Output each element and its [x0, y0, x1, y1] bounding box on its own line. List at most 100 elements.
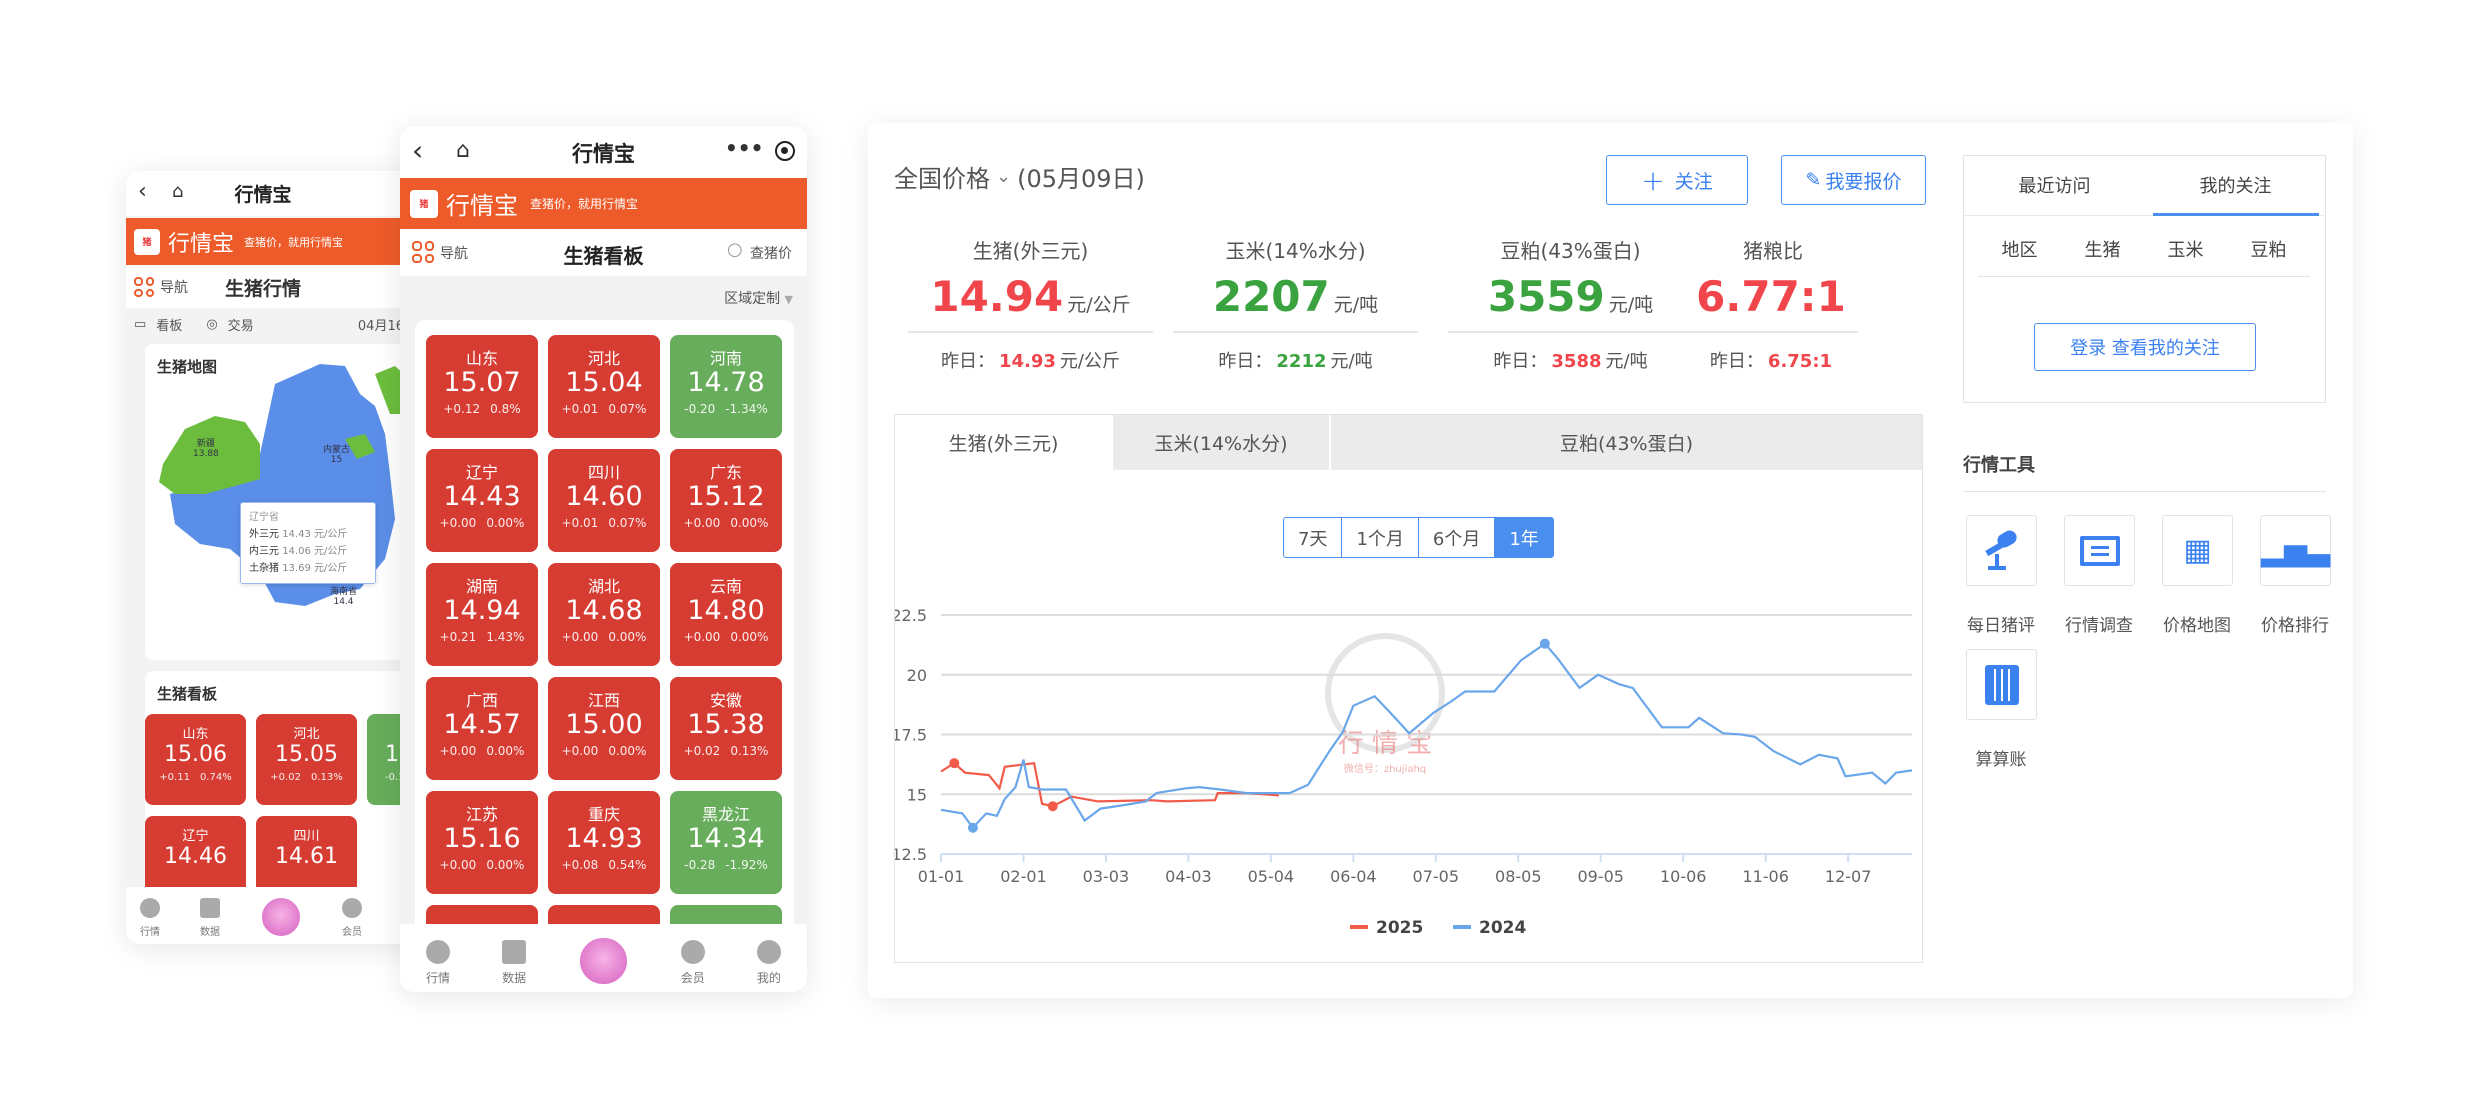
price-tile[interactable]: 广东 15.12 +0.00 0.00% [670, 449, 782, 552]
follow-button[interactable]: + 关注 [1606, 155, 1748, 205]
nav-mascot[interactable] [578, 935, 629, 986]
close-capsule-icon[interactable] [775, 141, 795, 161]
nav-market[interactable]: 行情 [426, 940, 450, 986]
chart-tab-soymeal[interactable]: 豆粕(43%蛋白) [1329, 415, 1922, 470]
nav-market[interactable]: 行情 [140, 898, 160, 938]
login-view-follow-button[interactable]: 登录 查看我的关注 [2034, 323, 2256, 371]
price-tile[interactable]: 湖南 14.94 +0.21 1.43% [426, 563, 538, 666]
tile-change-value: +0.08 [561, 858, 599, 873]
subtab-pig[interactable]: 生猪 [2084, 240, 2121, 261]
yesterday-row: 昨日： 14.93 元/公斤 [908, 347, 1153, 373]
stat-unit: 元/吨 [1608, 294, 1654, 316]
desktop-price-panel: 全国价格 ⌄ (05月09日) + 关注 ✎ 我要报价 生猪(外三元) 14.94 元/… [868, 123, 2353, 998]
tab-my-follow[interactable]: 我的关注 [2199, 176, 2272, 197]
range-1m[interactable]: 1个月 [1342, 518, 1419, 557]
subtab-soymeal[interactable]: 豆粕 [2250, 240, 2287, 261]
submit-quote-button[interactable]: ✎ 我要报价 [1781, 155, 1926, 205]
y-tick-label: 15 [907, 785, 927, 804]
price-tile[interactable]: 黑龙江 14.34 -0.28 -1.92% [670, 791, 782, 894]
map-label-neimenggu: 内蒙古 15 [323, 445, 351, 465]
chart-tab-pig[interactable]: 生猪(外三元) [895, 415, 1112, 470]
price-tile[interactable]: 江西 15.00 +0.00 0.00% [548, 677, 660, 780]
nav-label[interactable]: 导航 [440, 246, 468, 262]
legend-label[interactable]: 2025 [1376, 918, 1423, 938]
nav-data[interactable]: 数据 [502, 940, 526, 986]
price-tile[interactable]: 四川 14.60 +0.01 0.07% [548, 449, 660, 552]
region-custom-dropdown[interactable]: 区域定制 ▼ [724, 291, 793, 307]
tool-button[interactable] [2064, 515, 2135, 586]
y-tick-label: 12.5 [895, 845, 927, 864]
price-tile[interactable]: 河北 15.05 +0.02 0.13% [256, 714, 357, 805]
search-pig-price-link[interactable]: 查猪价 [750, 246, 792, 262]
price-tile[interactable]: 重庆 14.93 +0.08 0.54% [548, 791, 660, 894]
chart-tab-corn[interactable]: 玉米(14%水分) [1112, 415, 1329, 470]
stat-value-row: 2207 元/吨 [1173, 272, 1418, 321]
range-1y[interactable]: 1年 [1495, 518, 1553, 557]
home-icon[interactable]: ⌂ [456, 138, 470, 163]
price-tile[interactable]: 山东 15.07 +0.12 0.8% [426, 335, 538, 438]
tile-change-percent: 0.00% [730, 630, 769, 645]
nav-member[interactable]: 会员 [342, 898, 362, 938]
price-tile[interactable]: 湖北 14.68 +0.00 0.00% [548, 563, 660, 666]
more-icon[interactable]: ••• [725, 136, 764, 160]
price-tile[interactable]: 江苏 15.16 +0.00 0.00% [426, 791, 538, 894]
price-tile[interactable]: 河北 15.04 +0.01 0.07% [548, 335, 660, 438]
nav-label[interactable]: 导航 [160, 280, 188, 296]
nav-label: 会员 [680, 971, 705, 985]
tile-change: +0.02 0.13% [256, 772, 357, 783]
legend-label[interactable]: 2024 [1479, 918, 1526, 938]
subtab-corn[interactable]: 玉米 [2167, 240, 2204, 261]
range-7d[interactable]: 7天 [1284, 518, 1343, 557]
divider [1173, 331, 1418, 333]
nav-mine[interactable]: 我的 [756, 940, 781, 986]
nav-member[interactable]: 会员 [680, 940, 705, 986]
tool-button[interactable] [1966, 515, 2037, 586]
price-tile[interactable]: 山东 15.06 +0.11 0.74% [145, 714, 246, 805]
tile-price: 15.38 [687, 709, 765, 741]
data-icon [502, 940, 527, 964]
tool-button[interactable]: ▦ [2162, 515, 2233, 586]
subtab-region[interactable]: 地区 [2001, 240, 2038, 261]
tile-region: 辽宁 [182, 829, 209, 845]
search-icon[interactable]: ○ [727, 239, 743, 260]
tile-price: 15.07 [443, 367, 521, 399]
yesterday-row: 昨日： 2212 元/吨 [1173, 347, 1418, 373]
price-tile[interactable]: 广西 14.57 +0.00 0.00% [426, 677, 538, 780]
price-tile[interactable]: 河南 14.78 -0.20 -1.34% [670, 335, 782, 438]
active-tab-underline [2153, 213, 2319, 216]
tooltip-title: 辽宁省 [249, 512, 279, 523]
mascot-avatar[interactable] [260, 896, 302, 938]
tile-change [145, 874, 246, 885]
mascot-avatar[interactable] [578, 935, 629, 986]
price-tile[interactable]: 辽宁 14.43 +0.00 0.00% [426, 449, 538, 552]
tab-recent[interactable]: 最近访问 [2018, 176, 2091, 197]
price-stat: 豆粕(43%蛋白) 3559 元/吨 昨日： 3588 元/吨 [1448, 235, 1693, 373]
tab-trade[interactable]: 交易 [227, 319, 254, 334]
tab-board[interactable]: 看板 [156, 319, 183, 334]
tile-change: +0.21 1.43% [426, 630, 538, 644]
x-tick-label: 12-07 [1825, 867, 1872, 886]
range-6m[interactable]: 6个月 [1419, 518, 1496, 557]
nav-data[interactable]: 数据 [200, 898, 220, 938]
tool-button[interactable] [1966, 649, 2037, 720]
price-line-chart[interactable]: 12.5 15 17.5 20 22.5 01-01 02-01 03-03 04-03 05-0… [895, 575, 1922, 962]
map-label-xinjiang: 新疆 13.88 [193, 439, 219, 459]
tile-region: 山东 [182, 727, 209, 743]
tile-change-value: +0.00 [561, 744, 599, 759]
price-tile[interactable]: 云南 14.80 +0.00 0.00% [670, 563, 782, 666]
grid-icon[interactable] [412, 241, 434, 263]
tile-change-value: +0.01 [561, 402, 599, 417]
back-icon[interactable]: ‹ [412, 134, 424, 167]
x-tick-label: 05-04 [1248, 867, 1295, 886]
region-selector[interactable]: 全国价格 ⌄ (05月09日) [894, 159, 1145, 194]
stat-value-row: 6.77:1 [1688, 272, 1858, 321]
back-icon[interactable]: ‹ [138, 179, 147, 204]
tile-change-percent: 0.13% [730, 744, 769, 759]
nav-mascot[interactable] [260, 896, 302, 938]
grid-icon[interactable] [134, 277, 154, 297]
price-tile[interactable]: 安徽 15.38 +0.02 0.13% [670, 677, 782, 780]
home-icon[interactable]: ⌂ [172, 181, 184, 202]
yesterday-value: 6.75:1 [1767, 351, 1833, 372]
tool-button[interactable]: ▂▅▃ [2260, 515, 2331, 586]
tile-region: 辽宁 [465, 463, 498, 483]
